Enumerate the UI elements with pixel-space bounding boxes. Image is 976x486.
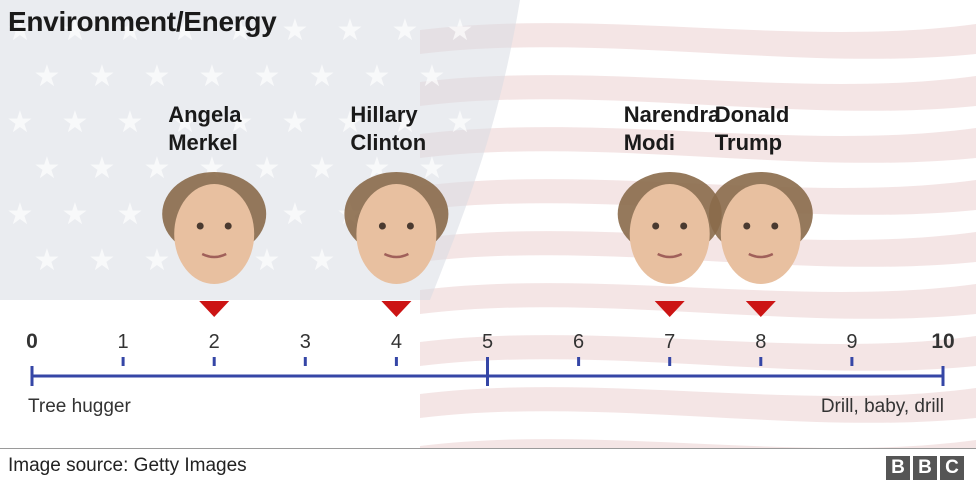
tick-label: 0: [26, 330, 38, 353]
person-marker: Donald Trump: [709, 102, 813, 317]
logo-letter: B: [886, 456, 910, 480]
person-name: Trump: [715, 130, 782, 155]
face-photo: [630, 184, 710, 284]
person-name: Angela: [168, 102, 242, 127]
value-marker: [746, 301, 776, 317]
eye-right: [680, 223, 687, 230]
person-name: Clinton: [350, 130, 426, 155]
tick-label: 3: [300, 331, 311, 353]
person-name: Hillary: [350, 102, 418, 127]
logo-letter: C: [940, 456, 964, 480]
bbc-logo: B B C: [886, 456, 964, 480]
eye-left: [379, 223, 386, 230]
annotation-left: Tree hugger: [28, 396, 131, 418]
tick-label: 8: [755, 331, 766, 353]
eye-left: [743, 223, 750, 230]
person-name: Merkel: [168, 130, 238, 155]
face-photo: [174, 184, 254, 284]
value-marker: [199, 301, 229, 317]
eye-right: [407, 223, 414, 230]
person-marker: Narendra Modi: [618, 102, 722, 317]
person-marker: Hillary Clinton: [344, 102, 448, 317]
image-source: Image source: Getty Images: [8, 455, 247, 477]
eye-left: [197, 223, 204, 230]
value-marker: [655, 301, 685, 317]
face-photo: [356, 184, 436, 284]
tick-label: 10: [931, 330, 954, 353]
person-marker: Angela Merkel: [162, 102, 266, 317]
annotation-right: Drill, baby, drill: [821, 396, 944, 418]
tick-label: 1: [118, 331, 129, 353]
eye-right: [771, 223, 778, 230]
tick-label: 6: [573, 331, 584, 353]
value-marker: [381, 301, 411, 317]
person-name: Donald: [715, 102, 790, 127]
eye-left: [652, 223, 659, 230]
tick-label: 4: [391, 331, 402, 353]
tick-label: 9: [846, 331, 857, 353]
tick-label: 2: [209, 331, 220, 353]
tick-label: 7: [664, 331, 675, 353]
logo-letter: B: [913, 456, 937, 480]
score-scale: 0 1 2 3 4 5 6 7 8 9 10 Angela Merkel Hillary Clinton Na…: [0, 0, 976, 448]
person-name: Modi: [624, 130, 675, 155]
face-photo: [721, 184, 801, 284]
tick-label: 5: [482, 331, 493, 353]
person-name: Narendra: [624, 102, 721, 127]
eye-right: [225, 223, 232, 230]
footer-divider: [0, 448, 976, 449]
